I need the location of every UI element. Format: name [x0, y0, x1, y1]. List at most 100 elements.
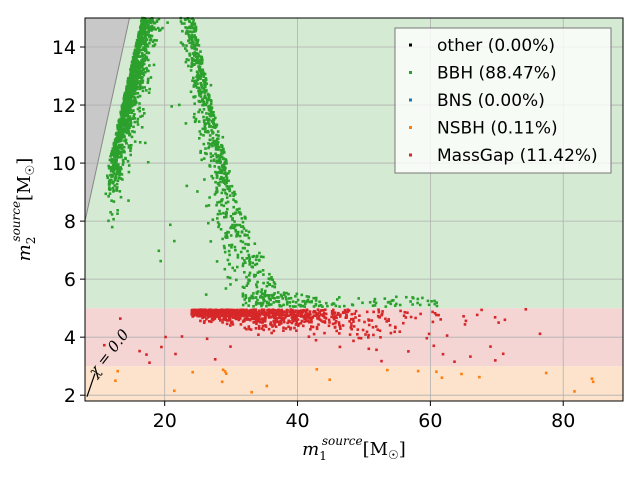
- point-bbh: [332, 302, 336, 306]
- point-bbh: [221, 237, 224, 241]
- point-massgap: [236, 313, 240, 317]
- point-massgap: [302, 324, 305, 328]
- point-bbh: [108, 186, 111, 189]
- point-bbh: [200, 98, 204, 102]
- point-bbh: [211, 176, 215, 180]
- point-bbh: [116, 125, 119, 129]
- point-massgap: [437, 313, 440, 317]
- point-bbh: [243, 271, 246, 274]
- point-bbh: [205, 116, 209, 119]
- point-bbh: [225, 210, 228, 214]
- point-bbh: [389, 302, 393, 306]
- point-bbh: [118, 127, 121, 131]
- point-bbh: [142, 28, 145, 31]
- point-bbh: [127, 144, 131, 147]
- point-bbh: [263, 295, 267, 298]
- point-bbh: [207, 117, 211, 121]
- point-bbh: [418, 303, 422, 307]
- point-bbh: [224, 158, 227, 161]
- point-bbh: [110, 199, 113, 202]
- point-bbh: [153, 39, 156, 42]
- point-bbh: [220, 177, 223, 180]
- point-bbh: [282, 303, 285, 307]
- point-massgap: [314, 338, 318, 342]
- point-massgap: [287, 325, 290, 329]
- point-bbh: [144, 141, 147, 145]
- x-tick-label: 60: [418, 410, 442, 432]
- point-bbh: [200, 62, 204, 65]
- point-massgap: [267, 308, 270, 311]
- point-bbh: [221, 198, 224, 201]
- point-bbh: [145, 17, 148, 21]
- point-bbh: [247, 304, 250, 307]
- point-bbh: [127, 95, 130, 99]
- point-bbh: [125, 94, 129, 97]
- point-nsbh: [224, 372, 228, 375]
- point-bbh: [138, 102, 141, 105]
- point-bbh: [115, 189, 119, 192]
- point-massgap: [356, 333, 359, 336]
- point-massgap: [393, 330, 396, 334]
- point-massgap: [367, 336, 370, 339]
- point-massgap: [245, 310, 249, 314]
- point-bbh: [215, 133, 218, 137]
- point-bbh: [196, 57, 199, 61]
- point-bbh: [254, 296, 258, 299]
- point-nsbh: [544, 371, 548, 375]
- point-bbh: [120, 147, 124, 150]
- point-massgap: [330, 315, 333, 319]
- point-bbh: [138, 141, 142, 144]
- point-bbh: [248, 263, 251, 266]
- point-massgap: [272, 308, 275, 311]
- point-bbh: [139, 37, 142, 41]
- point-bbh: [302, 299, 306, 303]
- point-massgap: [273, 319, 277, 323]
- point-bbh: [211, 131, 215, 134]
- point-bbh: [215, 188, 219, 191]
- point-massgap: [243, 318, 246, 322]
- point-bbh: [297, 303, 301, 307]
- point-bbh: [198, 130, 202, 133]
- point-massgap: [219, 319, 222, 322]
- point-bbh: [211, 154, 215, 157]
- point-bbh: [317, 304, 321, 308]
- point-bbh: [211, 137, 215, 140]
- point-massgap: [215, 308, 218, 312]
- point-bbh: [110, 149, 114, 153]
- point-bbh: [223, 161, 227, 164]
- point-bbh: [207, 221, 210, 225]
- point-bbh: [255, 262, 259, 266]
- point-bbh: [193, 34, 196, 37]
- point-bbh: [185, 49, 189, 53]
- point-massgap: [435, 313, 438, 317]
- point-massgap: [318, 318, 322, 321]
- point-bbh: [267, 277, 271, 280]
- point-massgap: [503, 318, 507, 322]
- point-bbh: [197, 120, 201, 123]
- point-bbh: [204, 85, 207, 89]
- point-massgap: [335, 316, 338, 320]
- point-massgap: [203, 320, 206, 323]
- point-bbh: [191, 64, 194, 67]
- point-bbh: [119, 133, 122, 137]
- point-bbh: [231, 191, 234, 195]
- point-bbh: [124, 98, 128, 101]
- point-bbh: [194, 55, 198, 58]
- point-bbh: [147, 58, 150, 62]
- point-bbh: [126, 117, 129, 121]
- point-bbh: [206, 92, 210, 96]
- point-bbh: [421, 296, 424, 300]
- point-bbh: [115, 156, 119, 159]
- point-bbh: [351, 303, 355, 307]
- point-bbh: [188, 30, 192, 33]
- point-bbh: [125, 86, 129, 90]
- point-bbh: [140, 126, 144, 129]
- point-bbh: [288, 301, 292, 304]
- point-bbh: [245, 257, 249, 260]
- point-bbh: [197, 86, 201, 90]
- point-massgap: [240, 314, 243, 318]
- point-bbh: [128, 83, 131, 87]
- point-bbh: [121, 105, 125, 108]
- point-massgap: [338, 332, 341, 335]
